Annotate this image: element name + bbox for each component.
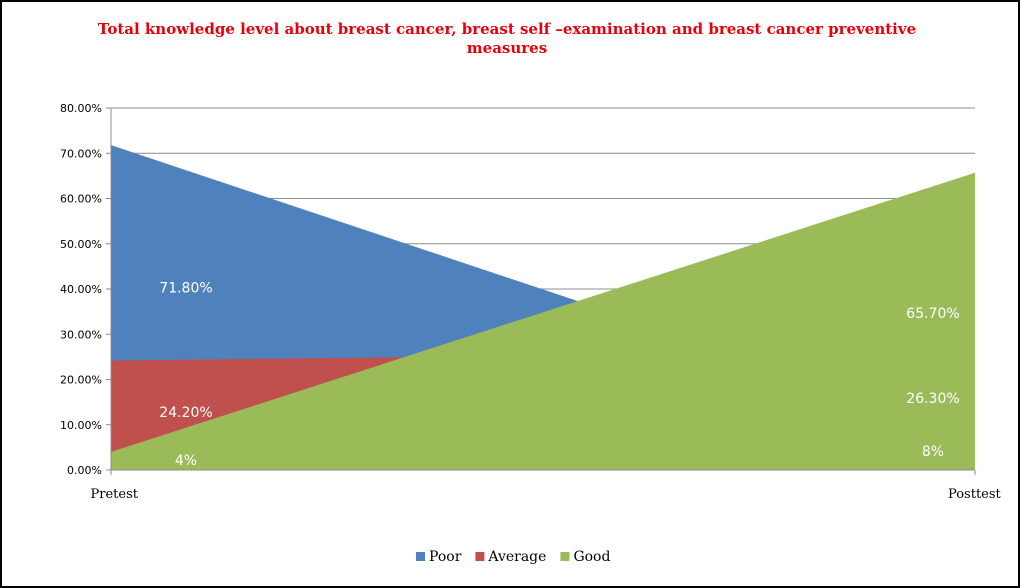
y-tick-label: 20.00%: [60, 374, 102, 387]
y-tick-label: 40.00%: [60, 283, 102, 296]
data-labels: 71.80% 24.20% 4% 65.70% 26.30% 8%: [159, 281, 959, 469]
data-label-average: 24.20%: [159, 405, 212, 421]
legend-label-good: Good: [573, 549, 610, 565]
x-category-label: Pretest: [91, 487, 139, 502]
area-good: [111, 172, 975, 470]
plot-areas: [111, 145, 975, 471]
legend: Poor Average Good: [416, 549, 610, 565]
x-category-label: Posttest: [948, 487, 1002, 502]
data-label-poor: 71.80%: [159, 281, 212, 297]
data-label-good: 65.70%: [906, 306, 959, 322]
legend-swatch-good: [560, 552, 570, 561]
axes: 0.00% 10.00% 20.00% 30.00% 40.00% 50.00% 60.00…: [60, 102, 1001, 502]
y-tick-label: 30.00%: [60, 328, 102, 341]
y-tick-label: 70.00%: [60, 147, 102, 160]
legend-label-poor: Poor: [429, 549, 462, 565]
legend-swatch-poor: [416, 552, 425, 561]
data-label-good: 4%: [175, 453, 197, 469]
y-tick-label: 80.00%: [60, 102, 102, 115]
chart-title-line-2: measures: [467, 39, 547, 57]
y-tick-label: 60.00%: [60, 193, 102, 206]
chart-title-line-1: Total knowledge level about breast cance…: [98, 20, 916, 38]
legend-label-average: Average: [487, 549, 546, 565]
y-tick-label: 0.00%: [67, 464, 102, 477]
y-tick-label: 10.00%: [60, 419, 102, 432]
data-label-poor: 8%: [922, 444, 944, 460]
data-label-average: 26.30%: [906, 391, 959, 407]
y-tick-label: 50.00%: [60, 238, 102, 251]
legend-swatch-average: [475, 552, 485, 561]
